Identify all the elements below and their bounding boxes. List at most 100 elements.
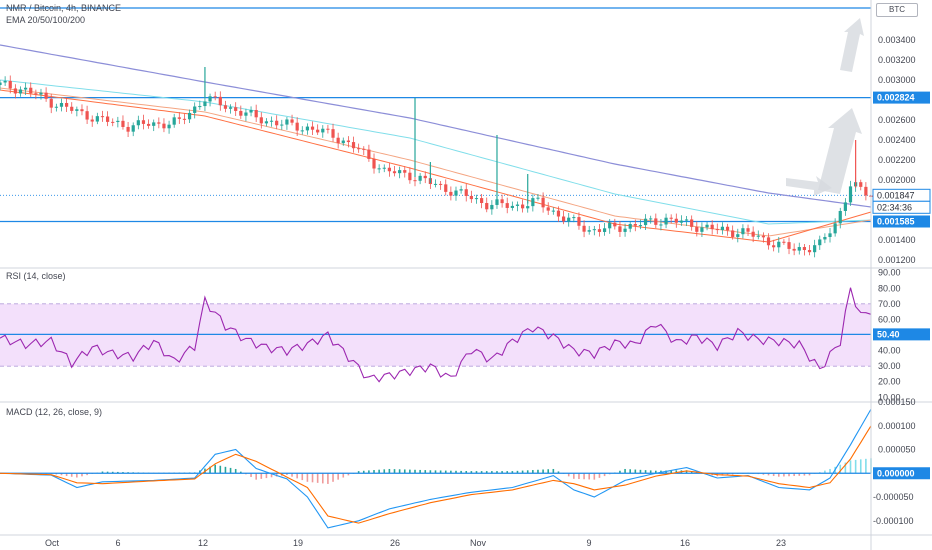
candle-body — [177, 117, 181, 119]
candle-body — [13, 88, 17, 94]
macd-histogram-bar — [229, 467, 232, 474]
macd-histogram-bar — [788, 473, 790, 477]
candle-body — [105, 116, 110, 122]
macd-histogram-bar — [542, 469, 544, 474]
candle-body — [608, 222, 612, 229]
candle-body — [121, 120, 125, 127]
candle-body — [75, 109, 79, 111]
candle-body — [213, 96, 217, 98]
candle-body — [577, 217, 581, 226]
macd-histogram-bar — [76, 473, 78, 478]
macd-histogram-bar — [588, 473, 591, 480]
candle-body — [741, 228, 745, 235]
candle-body — [649, 218, 653, 220]
candle-body — [85, 111, 89, 120]
price-badge — [872, 200, 931, 214]
macd-pane[interactable] — [0, 408, 872, 529]
up-arrow-icon[interactable] — [840, 18, 864, 72]
candle-body — [423, 175, 427, 179]
macd-histogram-bar — [578, 473, 580, 480]
candle-body — [597, 229, 602, 232]
rsi-tick-label: 20.00 — [878, 377, 901, 387]
candle-body — [372, 158, 376, 169]
price-tick-label: 0.003400 — [878, 35, 916, 45]
price-pane[interactable] — [0, 7, 873, 258]
candle-body — [818, 239, 822, 246]
candle-body — [541, 197, 545, 208]
macd-histogram-bar — [106, 471, 109, 474]
candle-body — [269, 120, 274, 122]
macd-histogram-bar — [567, 473, 570, 477]
macd-histogram-bar — [496, 471, 498, 474]
candle-body — [715, 229, 719, 231]
price-tick-label: 0.001200 — [878, 255, 916, 265]
candle-body — [65, 102, 69, 107]
rsi-tick-label: 80.00 — [878, 283, 901, 293]
candle-body — [95, 116, 99, 122]
macd-histogram-bar — [327, 473, 329, 484]
candle-body — [792, 248, 796, 251]
candle-body — [111, 121, 115, 123]
macd-histogram-bar — [439, 470, 442, 474]
candle-body — [505, 203, 509, 208]
macd-histogram-bar — [81, 473, 83, 477]
up-arrow-icon[interactable] — [818, 108, 862, 194]
candle-body — [398, 170, 402, 174]
macd-histogram-bar — [286, 473, 288, 475]
price-tick-label: 0.002400 — [878, 135, 916, 145]
candle-body — [362, 148, 366, 150]
candle-body — [162, 123, 166, 129]
macd-histogram-bar — [511, 471, 514, 474]
candle-body — [223, 105, 228, 109]
candle-body — [633, 223, 637, 226]
price-badge — [873, 91, 930, 104]
macd-histogram-bar — [624, 468, 626, 474]
macd-histogram-bar — [839, 464, 842, 474]
candle-body — [116, 120, 120, 122]
macd-histogram-bar — [573, 473, 575, 479]
currency-button[interactable]: BTC — [876, 3, 918, 17]
candle-body — [813, 245, 817, 253]
candle-body — [772, 245, 776, 248]
macd-histogram-bar — [111, 471, 114, 474]
candle-body — [551, 210, 555, 212]
rsi-tick-label: 40.00 — [878, 346, 901, 356]
macd-histogram-bar — [65, 473, 68, 476]
price-tick-label: 0.002000 — [878, 175, 916, 185]
candle-body — [659, 224, 663, 226]
macd-histogram-bar — [639, 469, 642, 474]
time-tick-label: Nov — [470, 538, 487, 548]
candle-body — [531, 198, 535, 207]
candle-body — [469, 195, 473, 200]
macd-histogram-bar — [434, 470, 437, 474]
candle-body — [413, 180, 417, 182]
candle-body — [259, 117, 263, 124]
rsi-tick-label: 30.00 — [878, 361, 901, 371]
macd-histogram-bar — [265, 473, 268, 479]
candle-body — [208, 96, 212, 102]
rsi-tick-label: 70.00 — [878, 299, 901, 309]
candle-body — [152, 122, 156, 126]
candle-body — [823, 236, 827, 240]
candle-body — [556, 210, 561, 217]
candle-body — [403, 170, 407, 173]
candle-body — [464, 189, 468, 196]
macd-histogram-bar — [444, 470, 447, 474]
macd-histogram-bar — [777, 473, 780, 477]
candle-body — [3, 80, 7, 83]
price-tick-label: 0.003200 — [878, 55, 916, 65]
macd-histogram-bar — [86, 473, 88, 476]
candle-body — [526, 206, 530, 209]
macd-tick-label: -0.000100 — [873, 516, 914, 526]
macd-histogram-bar — [532, 470, 534, 474]
macd-histogram-bar — [70, 473, 73, 477]
rsi-pane[interactable] — [0, 287, 872, 383]
right-arrow-icon[interactable] — [786, 176, 832, 196]
candle-body — [203, 101, 207, 107]
macd-histogram-bar — [270, 473, 273, 478]
candle-body — [254, 110, 258, 118]
candle-body — [321, 128, 325, 133]
candle-body — [167, 124, 171, 129]
macd-tick-label: 0.000050 — [878, 445, 916, 455]
